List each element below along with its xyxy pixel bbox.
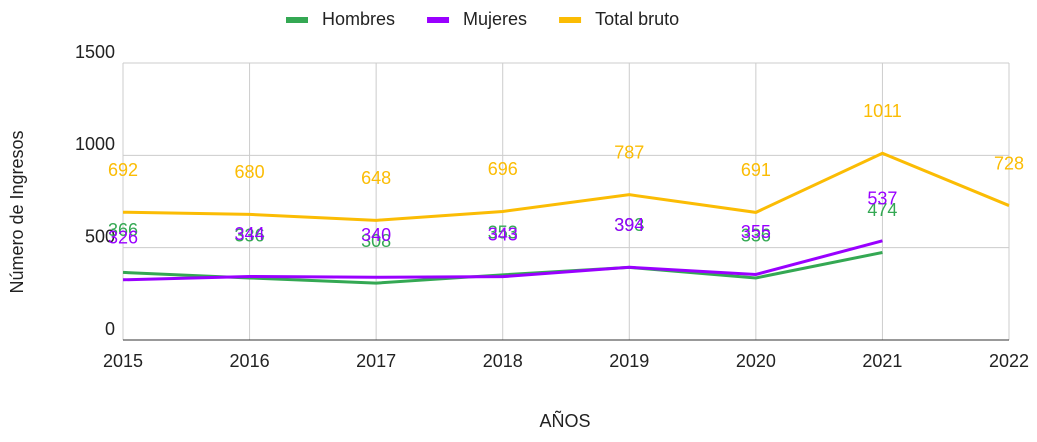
y-tick-label: 1000 [75, 134, 115, 154]
data-label: 340 [361, 225, 391, 245]
y-tick-label: 500 [85, 226, 115, 246]
y-axis-label: Número de Ingresos [7, 130, 27, 293]
data-label: 537 [867, 189, 897, 209]
legend-label: Hombres [322, 9, 395, 29]
legend-swatch [427, 17, 450, 23]
y-tick-label: 1500 [75, 42, 115, 62]
data-label: 474 [867, 200, 897, 220]
y-tick-label: 0 [105, 319, 115, 339]
data-label: 366 [108, 220, 138, 240]
legend-label: Mujeres [463, 9, 527, 29]
data-label: 353 [488, 223, 518, 243]
data-label: 343 [488, 224, 518, 244]
data-label: 680 [235, 162, 265, 182]
data-label: 1011 [863, 101, 902, 121]
data-label: 336 [741, 226, 771, 246]
data-label: 336 [235, 226, 265, 246]
x-tick-label: 2018 [483, 351, 523, 371]
data-label: 326 [108, 228, 138, 248]
legend-swatch [286, 17, 308, 23]
series-line [122, 151, 1010, 222]
data-label: 691 [741, 160, 771, 180]
data-label: 692 [108, 160, 138, 180]
data-label: 696 [488, 159, 518, 179]
data-label: 344 [235, 224, 265, 244]
data-label: 308 [361, 231, 391, 251]
x-tick-label: 2020 [736, 351, 776, 371]
data-label: 394 [614, 215, 644, 235]
x-tick-label: 2017 [356, 351, 396, 371]
data-label: 787 [614, 142, 644, 162]
legend-swatch [559, 17, 582, 23]
x-tick-label: 2021 [862, 351, 902, 371]
x-tick-label: 2022 [989, 351, 1029, 371]
x-axis-label: AÑOS [539, 410, 590, 431]
series-line [122, 239, 883, 282]
data-label: 728 [994, 153, 1024, 173]
data-label: 355 [741, 222, 771, 242]
data-label: 648 [361, 168, 391, 188]
legend-label: Total bruto [595, 9, 679, 29]
x-tick-label: 2016 [230, 351, 270, 371]
data-label: 393 [614, 215, 644, 235]
x-tick-label: 2019 [609, 351, 649, 371]
x-tick-label: 2015 [103, 351, 143, 371]
